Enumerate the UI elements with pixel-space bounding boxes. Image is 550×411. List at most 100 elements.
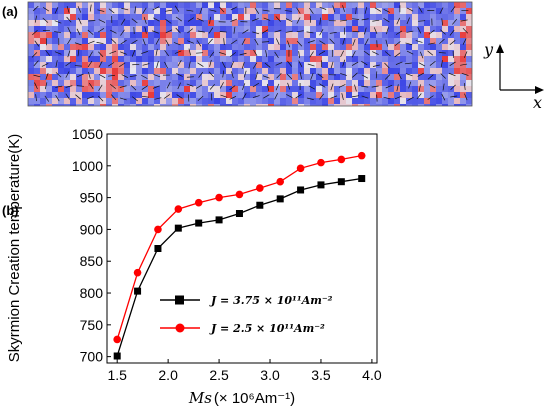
spin-arrow-icon bbox=[450, 84, 456, 90]
spin-cell bbox=[88, 86, 94, 92]
spin-cell bbox=[46, 2, 52, 8]
spin-cell bbox=[418, 38, 424, 44]
spin-cell bbox=[34, 62, 40, 68]
spin-cell bbox=[388, 92, 394, 98]
spin-arrow-icon bbox=[209, 59, 212, 67]
spin-cell bbox=[160, 104, 166, 106]
spin-cell bbox=[376, 20, 382, 26]
spin-cell bbox=[28, 68, 34, 74]
spin-cell bbox=[382, 8, 388, 14]
spin-cell bbox=[406, 74, 412, 80]
spin-arrow-icon bbox=[97, 28, 105, 33]
spin-cell bbox=[352, 14, 358, 20]
spin-cell bbox=[118, 62, 124, 68]
spin-cell bbox=[274, 26, 280, 32]
series-0-point bbox=[235, 210, 243, 218]
spin-cell bbox=[160, 98, 166, 104]
spin-cell bbox=[34, 68, 40, 74]
spin-cell bbox=[130, 38, 136, 44]
spin-cell bbox=[406, 86, 412, 92]
spin-arrow-icon bbox=[156, 61, 159, 68]
spin-cell bbox=[244, 86, 250, 92]
spin-cell bbox=[106, 56, 112, 62]
spin-cell bbox=[436, 2, 442, 8]
series-1-point bbox=[133, 268, 142, 277]
spin-cell bbox=[436, 14, 442, 20]
spin-arrow-icon bbox=[296, 40, 303, 47]
spin-cell bbox=[430, 86, 436, 92]
spin-arrow-icon bbox=[417, 27, 422, 34]
spin-cell bbox=[154, 68, 160, 74]
spin-cell bbox=[220, 44, 226, 50]
spin-cell bbox=[334, 62, 340, 68]
spin-arrow-icon bbox=[405, 42, 413, 46]
spin-cell bbox=[106, 86, 112, 92]
spin-cell bbox=[232, 44, 238, 50]
spin-cell bbox=[34, 14, 40, 20]
spin-cell bbox=[112, 86, 118, 92]
spin-cell bbox=[412, 50, 418, 56]
spin-cell bbox=[34, 32, 40, 38]
spin-arrow-icon bbox=[32, 5, 39, 12]
spin-arrow-icon bbox=[318, 50, 326, 55]
spin-cell bbox=[118, 38, 124, 44]
spin-cell bbox=[124, 98, 130, 104]
spin-cell bbox=[160, 14, 166, 20]
spin-cell bbox=[118, 20, 124, 26]
spin-cell bbox=[172, 62, 178, 68]
spin-cell bbox=[358, 2, 364, 8]
spin-arrow-icon bbox=[98, 84, 103, 91]
spin-arrow-icon bbox=[275, 62, 283, 66]
spin-cell bbox=[322, 2, 328, 8]
spin-cell bbox=[304, 68, 310, 74]
spin-cell bbox=[178, 14, 184, 20]
spin-cell bbox=[184, 14, 190, 20]
spin-cell bbox=[454, 92, 460, 98]
spin-cell bbox=[82, 68, 88, 74]
spin-arrow-icon bbox=[252, 31, 260, 35]
spin-cell bbox=[244, 20, 250, 26]
spin-arrow-icon bbox=[152, 85, 160, 89]
spin-cell bbox=[166, 20, 172, 26]
spin-arrow-icon bbox=[352, 18, 360, 20]
spin-cell bbox=[220, 14, 226, 20]
spin-cell bbox=[28, 80, 34, 86]
spin-arrow-icon bbox=[186, 9, 194, 12]
panel-b-label: (b) bbox=[2, 203, 19, 218]
spin-cell bbox=[442, 62, 448, 68]
spin-cell bbox=[448, 26, 454, 32]
spin-cell bbox=[154, 2, 160, 8]
spin-cell bbox=[40, 2, 46, 8]
spin-cell bbox=[172, 2, 178, 8]
spin-cell bbox=[316, 74, 322, 80]
spin-cell bbox=[262, 32, 268, 38]
spin-cell bbox=[298, 44, 304, 50]
spin-cell bbox=[250, 44, 256, 50]
spin-cell bbox=[208, 14, 214, 20]
spin-cell bbox=[100, 62, 106, 68]
spin-cell bbox=[454, 86, 460, 92]
spin-cell bbox=[136, 38, 142, 44]
spin-cell bbox=[142, 92, 148, 98]
spin-cell bbox=[298, 86, 304, 92]
spin-cell bbox=[322, 104, 328, 106]
spin-cell bbox=[46, 86, 52, 92]
spin-cell bbox=[436, 50, 442, 56]
spin-arrow-icon bbox=[142, 7, 147, 14]
spin-arrow-icon bbox=[119, 97, 127, 101]
spin-cell bbox=[364, 32, 370, 38]
spin-cell bbox=[202, 8, 208, 14]
spin-cell bbox=[316, 20, 322, 26]
spin-cell bbox=[130, 14, 136, 20]
spin-cell bbox=[340, 8, 346, 14]
spin-arrow-icon bbox=[74, 65, 82, 67]
spin-cell bbox=[184, 98, 190, 104]
series-0-point bbox=[134, 287, 142, 295]
spin-arrow-icon bbox=[33, 74, 41, 78]
spin-cell bbox=[256, 98, 262, 104]
spin-cell bbox=[46, 56, 52, 62]
spin-cell bbox=[76, 26, 82, 32]
spin-cell bbox=[70, 8, 76, 14]
spin-cell bbox=[298, 32, 304, 38]
